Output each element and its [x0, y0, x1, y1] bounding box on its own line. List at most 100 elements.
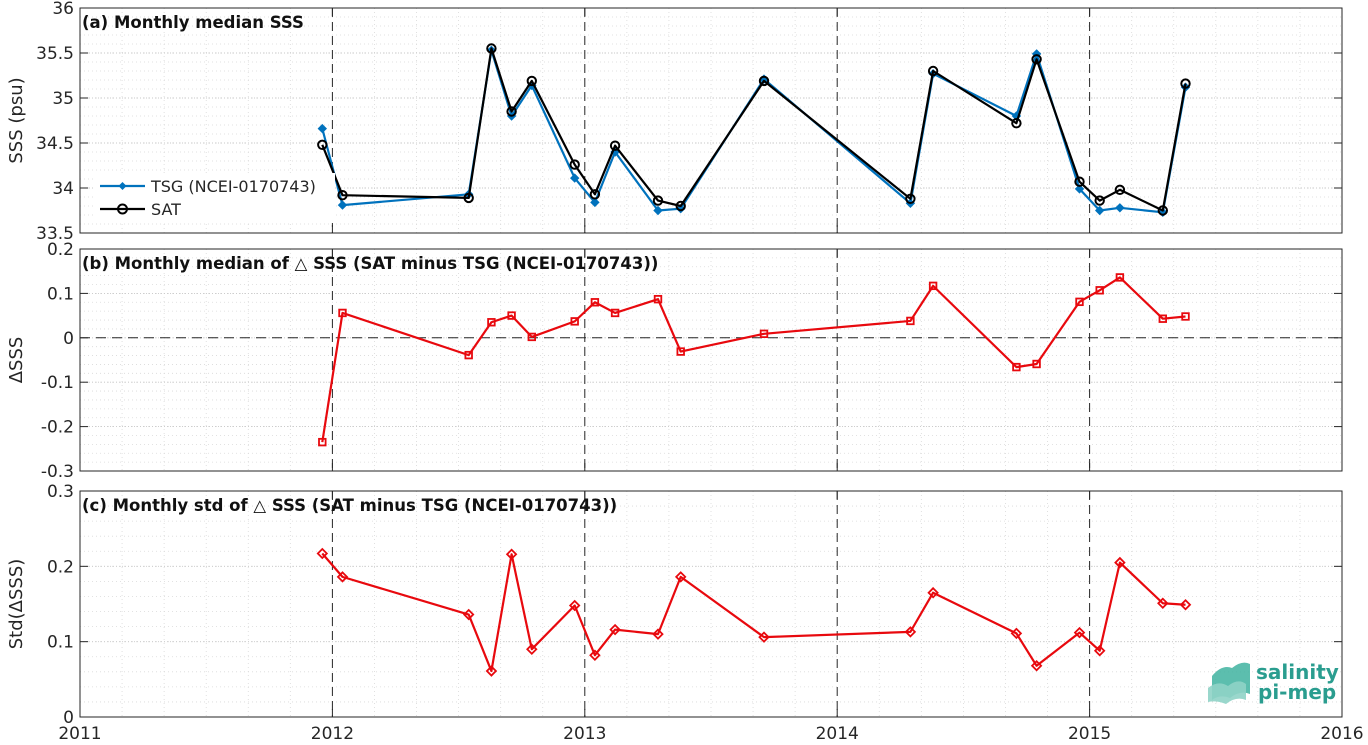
x-tick-label: 2013 — [563, 724, 606, 744]
data-point-square — [759, 329, 769, 339]
y-tick-label: 34 — [52, 179, 74, 199]
y-tick-label: 0.2 — [47, 557, 74, 577]
data-point-square — [318, 437, 327, 447]
data-point-square — [464, 350, 473, 360]
x-tick-label: 2012 — [311, 724, 354, 744]
data-point-square — [570, 317, 579, 326]
data-point-circle — [526, 75, 537, 87]
data-point-square — [1181, 312, 1190, 321]
x-tick-label: 2015 — [1068, 724, 1111, 744]
data-point-square — [507, 311, 516, 320]
data-point-circle — [1074, 176, 1085, 187]
data-point-square — [1095, 286, 1104, 295]
data-point-circle — [905, 193, 916, 205]
data-point-circle — [1031, 54, 1042, 65]
data-point-diamond — [1115, 203, 1125, 213]
data-point-diamond — [1157, 597, 1169, 610]
data-point-circle — [1157, 205, 1168, 216]
logo-text-pi-mep: pi-mep — [1258, 680, 1336, 704]
x-tick-label: 2011 — [58, 724, 101, 744]
legend: TSG (NCEI-0170743) SAT — [95, 173, 335, 223]
data-point-square — [1012, 362, 1021, 372]
panel-title: (b) Monthly median of △ SSS (SAT minus T… — [82, 254, 658, 273]
data-point-diamond — [653, 205, 663, 216]
y-axis-label: Std(ΔSSS) — [6, 559, 27, 650]
data-point-circle — [927, 65, 939, 77]
data-point-diamond — [590, 197, 600, 208]
data-point-diamond — [1179, 598, 1192, 611]
data-point-square — [928, 281, 938, 291]
data-point-diamond — [568, 599, 581, 612]
logo-wave-icon-2 — [1208, 681, 1246, 704]
y-axis-label: SSS (psu) — [6, 77, 27, 163]
axes-frame — [79, 248, 1343, 472]
y-tick-label: 36 — [52, 0, 74, 19]
y-tick-label: -0.2 — [41, 418, 74, 438]
data-point-diamond — [1074, 184, 1085, 194]
data-point-square — [676, 347, 685, 356]
data-point-circle — [1094, 195, 1105, 206]
y-tick-label: 35 — [52, 89, 74, 109]
data-point-circle — [675, 200, 686, 212]
data-point-circle — [1180, 78, 1191, 89]
y-tick-label: -0.1 — [41, 373, 74, 393]
series-line-sat — [321, 47, 1187, 212]
data-point-square — [1158, 314, 1167, 323]
data-point-square — [338, 308, 347, 318]
data-point-circle — [486, 43, 497, 54]
y-tick-label: 0.1 — [47, 284, 74, 304]
data-point-circle — [317, 139, 328, 151]
data-point-diamond — [505, 548, 518, 561]
panel-title: (a) Monthly median SSS — [82, 13, 304, 32]
legend-marker-sat — [117, 203, 128, 215]
data-point-diamond — [569, 173, 580, 183]
data-point-diamond — [1094, 205, 1105, 216]
data-point-circle — [337, 190, 348, 201]
series-line-delta — [321, 276, 1186, 443]
data-point-diamond — [1114, 556, 1126, 569]
data-point-circle — [758, 75, 770, 87]
data-point-diamond — [336, 571, 349, 583]
data-point-circle — [589, 189, 601, 200]
data-point-diamond — [485, 665, 498, 677]
data-point-diamond — [526, 643, 538, 655]
data-point-diamond — [927, 586, 939, 599]
data-point-square — [1075, 297, 1084, 307]
logo-text-salinity: salinity — [1256, 660, 1339, 684]
y-tick-label: 0 — [63, 329, 74, 349]
data-point-diamond — [317, 123, 328, 134]
data-point-diamond — [1093, 644, 1106, 657]
data-point-square — [653, 294, 663, 304]
data-point-diamond — [337, 200, 348, 210]
y-tick-label: 33.5 — [36, 224, 74, 244]
axes-frame — [79, 7, 1343, 234]
y-tick-label: -0.3 — [41, 462, 74, 482]
y-tick-label: 0 — [63, 708, 74, 728]
data-point-diamond — [904, 626, 917, 638]
y-tick-label: 0.1 — [47, 633, 74, 653]
legend-label-tsg: TSG (NCEI-0170743) — [150, 177, 316, 196]
data-point-square — [527, 332, 536, 342]
data-point-square — [590, 298, 600, 307]
data-point-square — [610, 308, 620, 318]
x-tick-label: 2014 — [816, 724, 859, 744]
y-tick-label: 34.5 — [36, 134, 74, 154]
data-point-diamond — [609, 623, 621, 636]
series-line-delta — [321, 552, 1186, 673]
salinity-pi-mep-logo: salinity pi-mep — [1208, 660, 1339, 704]
data-point-square — [1032, 359, 1041, 369]
axes-frame — [79, 490, 1343, 718]
data-point-diamond — [652, 628, 664, 640]
data-point-circle — [463, 192, 474, 204]
data-point-square — [487, 318, 496, 327]
data-point-diamond — [674, 571, 687, 583]
y-tick-label: 35.5 — [36, 44, 74, 64]
panel-title: (c) Monthly std of △ SSS (SAT minus TSG … — [82, 496, 617, 515]
data-point-circle — [1114, 184, 1126, 196]
data-point-square — [1115, 273, 1125, 282]
data-point-circle — [1011, 118, 1022, 129]
data-point-diamond — [316, 547, 329, 560]
data-point-diamond — [1073, 626, 1086, 639]
data-point-circle — [506, 106, 517, 117]
